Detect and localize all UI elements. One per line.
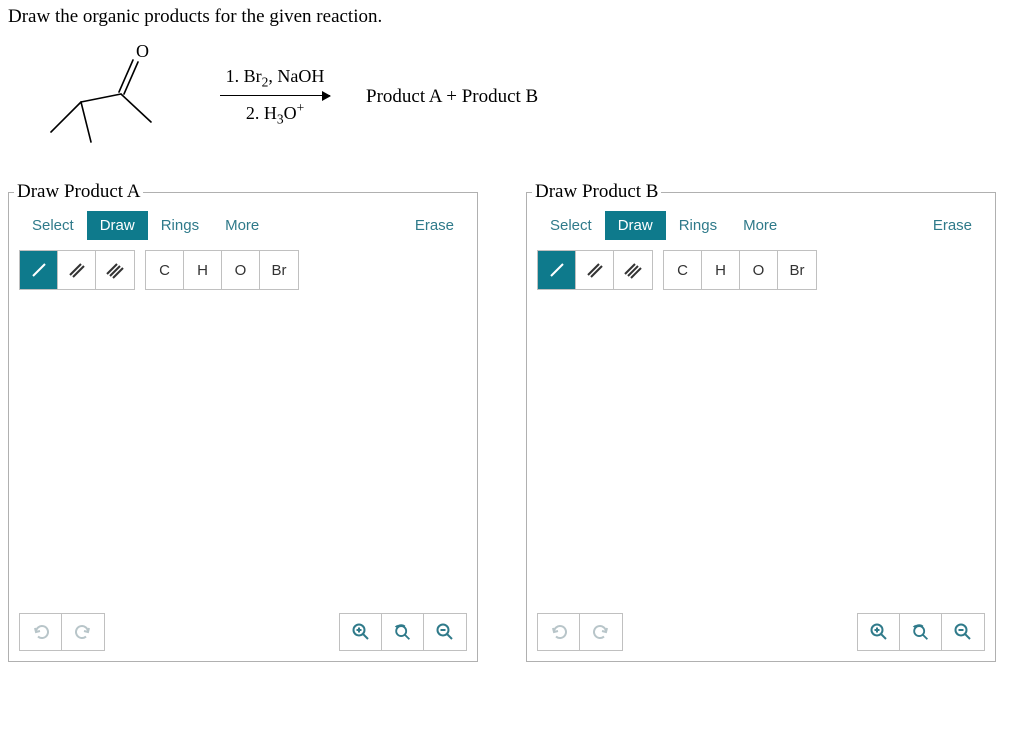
atom-h-button[interactable]: H xyxy=(702,251,740,289)
reactant-structure: O xyxy=(36,42,196,152)
atom-tool-group: C H O Br xyxy=(663,250,817,290)
bond-tool-group xyxy=(19,250,135,290)
redo-button[interactable] xyxy=(62,614,104,650)
tab-select[interactable]: Select xyxy=(19,211,87,240)
bond-tool-group xyxy=(537,250,653,290)
zoom-in-button[interactable] xyxy=(340,614,382,650)
panel-b-title: Draw Product B xyxy=(532,181,661,203)
tab-more[interactable]: More xyxy=(212,211,272,240)
atom-c-button[interactable]: C xyxy=(146,251,184,289)
reagents-block: 1. Br2, NaOH 2. H3O+ xyxy=(220,66,330,127)
triple-bond-tool[interactable] xyxy=(96,251,134,289)
panel-a-title: Draw Product A xyxy=(14,181,143,203)
panel-b-tools: C H O Br xyxy=(527,240,995,290)
tab-draw[interactable]: Draw xyxy=(605,211,666,240)
reaction-arrow xyxy=(220,95,330,96)
zoom-reset-button[interactable] xyxy=(382,614,424,650)
undo-redo-group xyxy=(19,613,105,651)
drawing-canvas-b[interactable] xyxy=(537,293,985,611)
zoom-out-button[interactable] xyxy=(424,614,466,650)
atom-o-button[interactable]: O xyxy=(740,251,778,289)
undo-button[interactable] xyxy=(538,614,580,650)
reaction-scheme: O 1. Br2, NaOH 2. H3O+ Product A + Produ… xyxy=(36,42,1016,152)
tab-rings[interactable]: Rings xyxy=(148,211,212,240)
question-text: Draw the organic products for the given … xyxy=(8,6,1016,28)
products-label: Product A + Product B xyxy=(366,86,538,108)
triple-bond-tool[interactable] xyxy=(614,251,652,289)
undo-button[interactable] xyxy=(20,614,62,650)
tab-rings[interactable]: Rings xyxy=(666,211,730,240)
single-bond-tool[interactable] xyxy=(538,251,576,289)
erase-button[interactable]: Erase xyxy=(402,211,467,240)
tab-more[interactable]: More xyxy=(730,211,790,240)
zoom-group xyxy=(857,613,985,651)
zoom-reset-button[interactable] xyxy=(900,614,942,650)
drawing-panels: Draw Product A Select Draw Rings More Er… xyxy=(8,192,1016,662)
redo-button[interactable] xyxy=(580,614,622,650)
reagent-step-1: 1. Br2, NaOH xyxy=(226,66,325,91)
panel-product-b: Draw Product B Select Draw Rings More Er… xyxy=(526,192,996,662)
double-bond-tool[interactable] xyxy=(58,251,96,289)
panel-product-a: Draw Product A Select Draw Rings More Er… xyxy=(8,192,478,662)
atom-tool-group: C H O Br xyxy=(145,250,299,290)
erase-button[interactable]: Erase xyxy=(920,211,985,240)
zoom-out-button[interactable] xyxy=(942,614,984,650)
atom-br-button[interactable]: Br xyxy=(260,251,298,289)
panel-a-tools: C H O Br xyxy=(9,240,477,290)
zoom-in-button[interactable] xyxy=(858,614,900,650)
reagent-step-2: 2. H3O+ xyxy=(246,100,304,128)
tab-select[interactable]: Select xyxy=(537,211,605,240)
single-bond-tool[interactable] xyxy=(20,251,58,289)
atom-o-button[interactable]: O xyxy=(222,251,260,289)
atom-c-button[interactable]: C xyxy=(664,251,702,289)
double-bond-tool[interactable] xyxy=(576,251,614,289)
atom-h-button[interactable]: H xyxy=(184,251,222,289)
undo-redo-group xyxy=(537,613,623,651)
atom-br-button[interactable]: Br xyxy=(778,251,816,289)
zoom-group xyxy=(339,613,467,651)
tab-draw[interactable]: Draw xyxy=(87,211,148,240)
drawing-canvas-a[interactable] xyxy=(19,293,467,611)
svg-text:O: O xyxy=(136,42,149,61)
